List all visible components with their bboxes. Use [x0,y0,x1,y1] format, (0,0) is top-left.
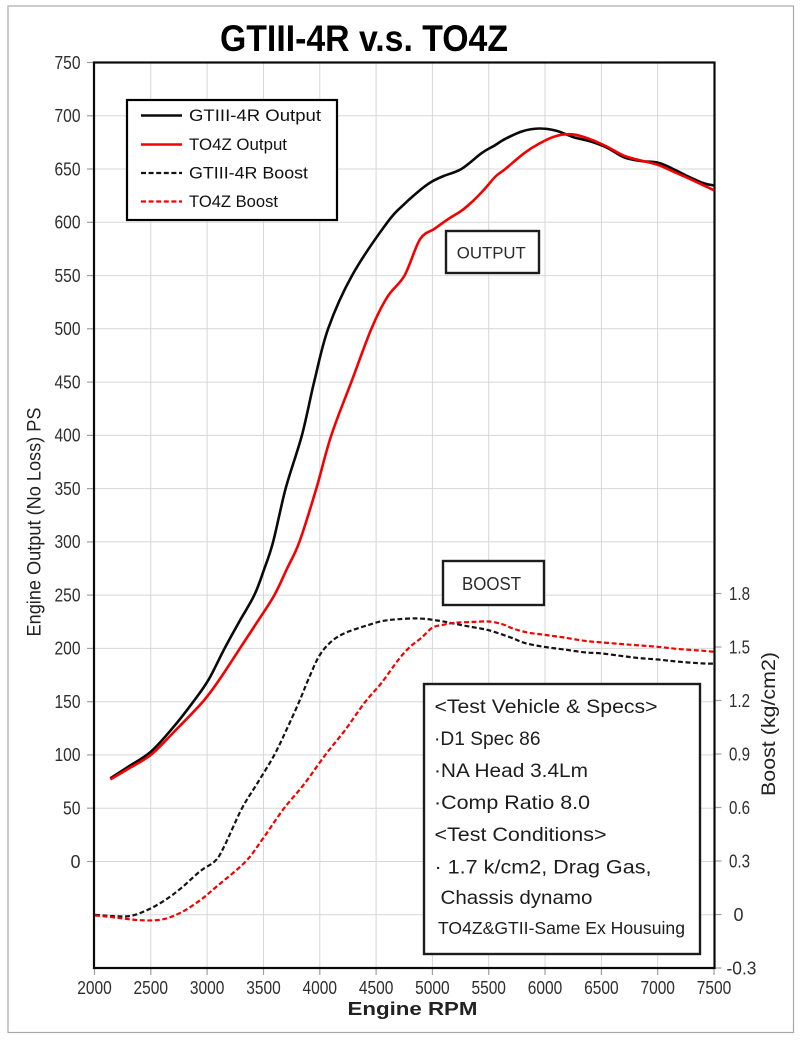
svg-text:150: 150 [55,692,81,712]
svg-text:Boost (kg/cm2): Boost (kg/cm2) [758,652,780,796]
svg-text:7000: 7000 [640,978,675,998]
svg-text:3000: 3000 [190,978,225,998]
svg-text:·NA Head 3.4Lm: ·NA Head 3.4Lm [434,760,588,782]
svg-text:2000: 2000 [77,978,112,998]
svg-text:· 1.7 k/cm2, Drag Gas,: · 1.7 k/cm2, Drag Gas, [435,857,652,879]
svg-text:350: 350 [55,479,81,499]
svg-text:3500: 3500 [246,978,281,998]
svg-text:TO4Z Output: TO4Z Output [189,136,287,154]
svg-text:250: 250 [55,585,81,605]
svg-text:7500: 7500 [697,978,732,998]
svg-text:6500: 6500 [584,978,619,998]
svg-text:TO4Z&GTII-Same Ex Housuing: TO4Z&GTII-Same Ex Housuing [438,918,685,938]
svg-text:750: 750 [55,53,81,73]
svg-text:1.2: 1.2 [729,691,750,711]
svg-text:Chassis dynamo: Chassis dynamo [441,887,593,909]
svg-text:400: 400 [55,426,81,446]
svg-text:GTIII-4R v.s. TO4Z: GTIII-4R v.s. TO4Z [220,18,508,59]
svg-text:·D1 Spec 86: ·D1 Spec 86 [434,728,541,750]
svg-text:4000: 4000 [303,978,338,998]
svg-text:0: 0 [70,852,80,872]
svg-text:5500: 5500 [471,978,506,998]
svg-text:5000: 5000 [415,978,450,998]
svg-text:Engine RPM: Engine RPM [348,999,478,1019]
svg-text:4500: 4500 [359,978,394,998]
svg-text:50: 50 [63,799,81,819]
svg-text:<Test Conditions>: <Test Conditions> [435,824,607,846]
svg-text:GTIII-4R Boost: GTIII-4R Boost [189,165,308,183]
svg-text:Engine Output (No Loss) PS: Engine Output (No Loss) PS [25,408,46,637]
svg-text:1.5: 1.5 [729,637,750,657]
svg-text:·Comp Ratio 8.0: ·Comp Ratio 8.0 [434,792,590,814]
svg-text:550: 550 [55,266,81,286]
svg-text:100: 100 [55,745,81,765]
svg-text:200: 200 [55,639,81,659]
svg-text:<Test Vehicle & Specs>: <Test Vehicle & Specs> [435,696,658,718]
svg-text:500: 500 [55,319,81,339]
svg-text:2500: 2500 [134,978,169,998]
svg-text:450: 450 [55,372,81,392]
svg-text:0.3: 0.3 [729,851,750,871]
svg-text:650: 650 [55,159,81,179]
svg-text:0.6: 0.6 [729,798,750,818]
svg-text:0.9: 0.9 [729,744,750,764]
svg-text:300: 300 [55,532,81,552]
svg-text:700: 700 [55,106,81,126]
svg-text:BOOST: BOOST [462,574,521,594]
svg-text:GTIII-4R Output: GTIII-4R Output [189,107,321,125]
svg-text:6000: 6000 [528,978,563,998]
svg-text:TO4Z Boost: TO4Z Boost [189,193,278,211]
svg-text:600: 600 [55,213,81,233]
svg-text:1.8: 1.8 [729,584,750,604]
svg-text:-0.3: -0.3 [727,958,757,978]
svg-text:0: 0 [734,905,744,925]
svg-text:OUTPUT: OUTPUT [457,244,526,263]
